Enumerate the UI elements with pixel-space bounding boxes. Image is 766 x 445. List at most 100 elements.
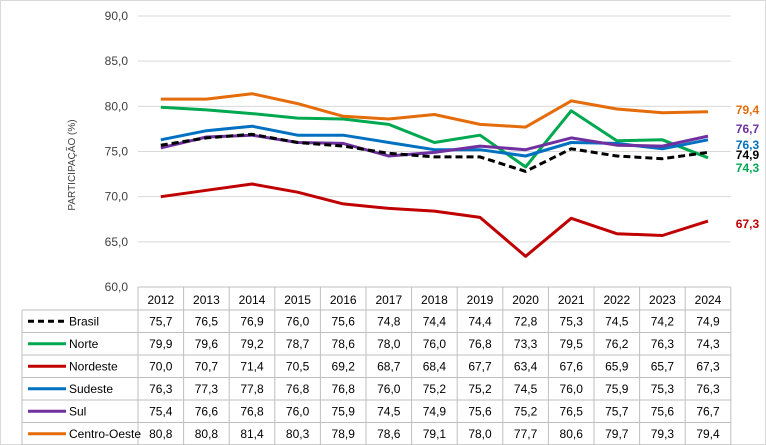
end-label: 67,3	[736, 217, 760, 231]
series-line-centro-oeste	[160, 92, 709, 129]
table-cell-value: 75,9	[605, 382, 629, 396]
table-cell-value: 75,4	[149, 404, 173, 418]
table-cell-value: 75,9	[332, 404, 356, 418]
table-cell-value: 75,2	[514, 404, 538, 418]
table-cell-value: 79,6	[195, 337, 219, 351]
table-cell-value: 70,7	[195, 359, 219, 373]
y-tick-label: 70,0	[105, 190, 129, 204]
series-line-sudeste	[160, 124, 709, 158]
table-cell-value: 78,6	[332, 337, 356, 351]
series-lines	[160, 92, 709, 258]
table-cell-value: 76,7	[696, 404, 720, 418]
table-cell-value: 67,3	[696, 359, 720, 373]
table-cell-value: 75,6	[651, 404, 675, 418]
table-cell-value: 74,5	[514, 382, 538, 396]
table-cell-value: 76,8	[286, 382, 310, 396]
table-cell-value: 76,8	[240, 404, 264, 418]
table-cell-value: 73,3	[514, 337, 538, 351]
end-label: 79,4	[736, 103, 760, 117]
end-label: 74,9	[736, 148, 760, 162]
table-cell-value: 76,0	[423, 337, 447, 351]
table-cell-value: 81,4	[240, 427, 264, 441]
end-label: 76,7	[736, 122, 760, 136]
y-axis: 90,0 85,0 80,0 75,0 70,0 65,0 60,0	[105, 9, 129, 294]
table-cell-value: 76,3	[651, 337, 675, 351]
series-line-norte	[160, 105, 709, 169]
table-cell-value: 75,6	[468, 404, 492, 418]
table-cell-value: 71,4	[240, 359, 264, 373]
table-cell-value: 80,3	[286, 427, 310, 441]
legend-label: Sudeste	[69, 382, 113, 396]
table-cell-value: 75,7	[149, 314, 173, 328]
table-cell-value: 76,8	[332, 382, 356, 396]
table-cell-value: 76,2	[605, 337, 629, 351]
table-cell-value: 75,2	[423, 382, 447, 396]
table-cell-value: 76,3	[696, 382, 720, 396]
x-tick-label: 2022	[603, 293, 630, 307]
y-tick-label: 75,0	[105, 145, 129, 159]
table-cell-value: 74,5	[605, 314, 629, 328]
x-tick-label: 2018	[421, 293, 448, 307]
legend-label: Norte	[69, 337, 99, 351]
table-cell-value: 67,7	[468, 359, 492, 373]
y-tick-label: 65,0	[105, 235, 129, 249]
table-cell-value: 65,7	[651, 359, 675, 373]
y-tick-label: 80,0	[105, 99, 129, 113]
series-line-brasil	[160, 132, 709, 173]
series-line-nordeste	[160, 182, 709, 258]
legend-label: Brasil	[69, 314, 99, 328]
table-cell-value: 78,0	[377, 337, 401, 351]
table-cell-value: 79,1	[423, 427, 447, 441]
x-tick-label: 2015	[284, 293, 311, 307]
table-cell-value: 79,7	[605, 427, 629, 441]
y-axis-label: PARTICIPAÇÃO (%)	[65, 119, 78, 210]
gridlines	[138, 15, 731, 243]
x-tick-label: 2014	[239, 293, 266, 307]
y-tick-label: 85,0	[105, 54, 129, 68]
table-cell-value: 72,8	[514, 314, 538, 328]
table-cell-value: 74,2	[651, 314, 675, 328]
table-cell-value: 68,4	[423, 359, 447, 373]
table-cell-value: 76,0	[286, 314, 310, 328]
table-cell-value: 76,3	[149, 382, 173, 396]
table-cell-value: 65,9	[605, 359, 629, 373]
x-tick-label: 2024	[695, 293, 722, 307]
table-cell-value: 76,5	[195, 314, 219, 328]
table-cell-value: 80,8	[149, 427, 173, 441]
table-cell-value: 74,4	[468, 314, 492, 328]
x-tick-label: 2021	[558, 293, 585, 307]
table-cell-value: 75,3	[560, 314, 584, 328]
table-cell-value: 75,7	[605, 404, 629, 418]
table-cell-value: 79,2	[240, 337, 264, 351]
table-cell-value: 69,2	[332, 359, 356, 373]
table-cell-value: 79,9	[149, 337, 173, 351]
table-cell-value: 76,5	[560, 404, 584, 418]
table-cell-value: 75,3	[651, 382, 675, 396]
table-cell-value: 80,6	[560, 427, 584, 441]
table-cell-value: 77,7	[514, 427, 538, 441]
table-cell-value: 74,9	[423, 404, 447, 418]
table-cell-value: 76,0	[560, 382, 584, 396]
legend-label: Sul	[69, 404, 86, 418]
table-cell-value: 80,8	[195, 427, 219, 441]
table-cell-value: 78,9	[332, 427, 356, 441]
table-cell-value: 74,8	[377, 314, 401, 328]
table-cell-value: 63,4	[514, 359, 538, 373]
table-cell-value: 76,0	[377, 382, 401, 396]
table-cell-value: 78,6	[377, 427, 401, 441]
table-cell-value: 79,5	[560, 337, 584, 351]
x-tick-label: 2016	[330, 293, 357, 307]
end-label: 76,3	[736, 138, 760, 152]
end-label: 74,3	[736, 161, 760, 175]
table-cell-value: 76,8	[468, 337, 492, 351]
table-cell-value: 75,2	[468, 382, 492, 396]
end-labels: 74,974,3 67,3 76,3 76,7 79,4	[736, 103, 760, 231]
table-cell-value: 74,4	[423, 314, 447, 328]
table-cell-value: 76,9	[240, 314, 264, 328]
table-cell-value: 70,5	[286, 359, 310, 373]
table-cell-value: 79,3	[651, 427, 675, 441]
x-tick-label: 2013	[193, 293, 220, 307]
table-cell-value: 78,7	[286, 337, 310, 351]
